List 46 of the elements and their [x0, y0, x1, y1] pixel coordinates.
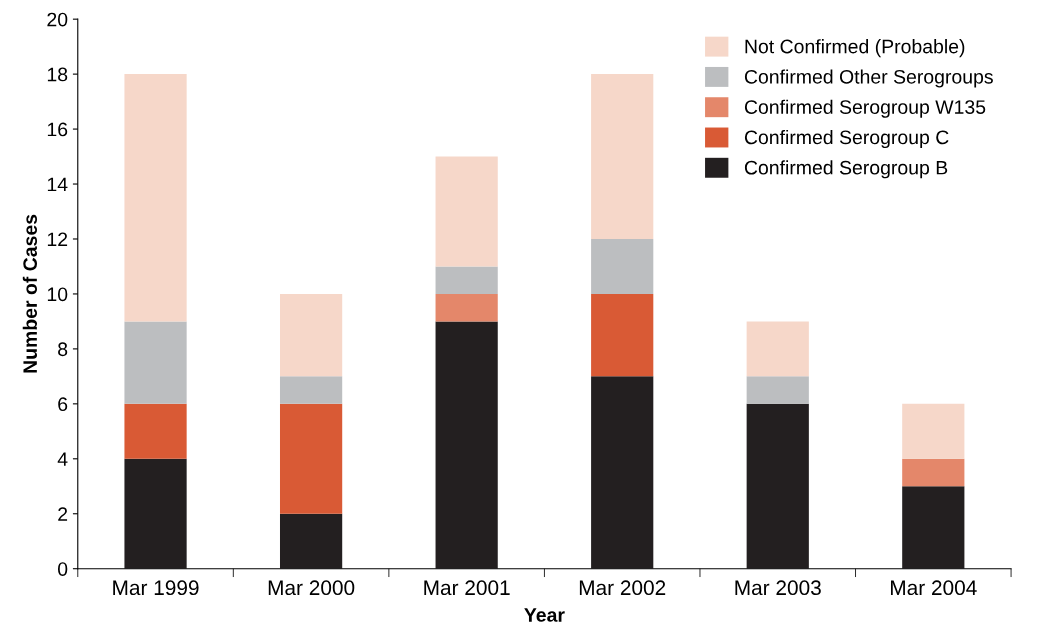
bar	[279, 293, 343, 377]
y-tick-label: 14	[47, 177, 68, 192]
bar	[591, 293, 654, 377]
bar	[279, 513, 343, 569]
bar	[435, 156, 498, 267]
y-tick-label: 10	[47, 287, 68, 302]
bar	[591, 74, 654, 239]
y-tick-label: 8	[58, 342, 68, 357]
legend-label: Confirmed Other Serogroups	[744, 69, 993, 88]
y-axis-title: Number of Cases	[22, 214, 38, 373]
bar	[435, 321, 498, 569]
x-tick-label: Mar 2000	[268, 580, 355, 596]
bar	[746, 376, 809, 404]
bar	[746, 403, 809, 569]
bar	[124, 74, 187, 322]
legend-label: Not Confirmed (Probable)	[745, 39, 965, 58]
bar	[279, 403, 343, 514]
bar	[435, 293, 498, 322]
x-tick-label: Mar 2001	[424, 580, 510, 596]
legend-label: Confirmed Serogroup W135	[744, 99, 986, 118]
bar	[902, 458, 965, 487]
x-tick-label: Mar 2004	[891, 580, 977, 596]
bar	[124, 321, 187, 404]
x-axis-title: Year	[524, 608, 565, 622]
y-tick-label: 16	[47, 122, 68, 137]
y-tick-label: 4	[57, 452, 68, 466]
x-tick-label: Mar 2003	[735, 580, 821, 596]
legend-label: Confirmed Serogroup C	[744, 129, 949, 149]
bar	[746, 321, 809, 377]
y-tick-label: 0	[58, 562, 68, 576]
x-tick-label: Mar 1999	[113, 580, 199, 596]
y-tick-label: 20	[47, 12, 68, 27]
bar	[124, 458, 187, 569]
bar	[591, 238, 654, 294]
bar	[902, 403, 965, 459]
bar	[902, 486, 965, 569]
bar	[435, 266, 498, 294]
legend-label: Confirmed Serogroup B	[744, 160, 948, 179]
y-tick-label: 2	[58, 507, 68, 521]
y-tick-label: 18	[47, 67, 68, 82]
y-tick-label: 12	[47, 232, 68, 247]
x-tick-label: Mar 2002	[579, 580, 666, 596]
y-tick-label: 6	[58, 397, 68, 412]
bar	[124, 403, 187, 459]
bar	[279, 376, 343, 404]
bar	[591, 376, 654, 569]
